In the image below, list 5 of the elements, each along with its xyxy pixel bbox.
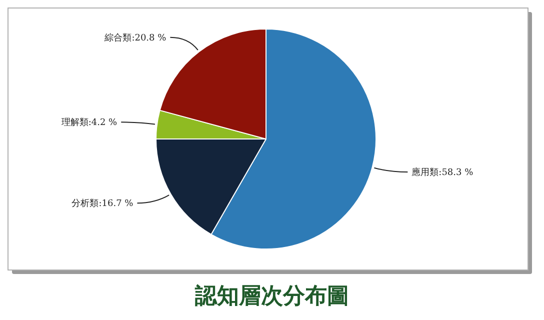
slice-label: 應用類:58.3 %	[412, 167, 474, 178]
slice-label: 分析類:16.7 %	[72, 198, 134, 210]
slice-label: 理解類:4.2 %	[61, 117, 118, 128]
slice-label: 綜合類:20.8 %	[104, 32, 167, 44]
text: 認知層次分布圖	[194, 284, 349, 309]
